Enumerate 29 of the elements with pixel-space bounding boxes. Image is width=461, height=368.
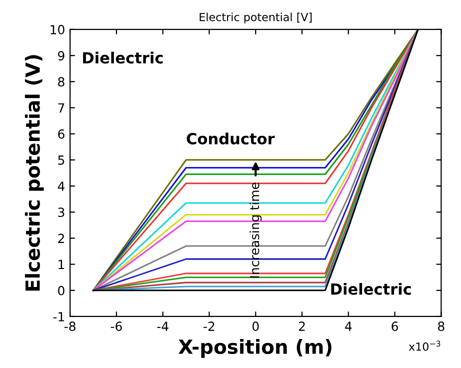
x-tick-label: -8	[64, 322, 76, 332]
x-tick-label: 8	[438, 322, 444, 332]
y-tick-label: 9	[58, 51, 64, 60]
x-tick-label: 0	[252, 322, 259, 332]
annotation: Conductor	[186, 132, 275, 144]
x-tick-label: 2	[298, 322, 305, 331]
y-tick-label: 4	[58, 182, 65, 191]
x-tick-label: -6	[110, 322, 122, 332]
y-tick-label: 2	[58, 234, 64, 243]
y-tick-label: -1	[53, 312, 64, 322]
x-tick-label: 4	[345, 322, 352, 331]
annotation: Dielectric	[331, 282, 411, 295]
annotation: Increasing time	[250, 182, 262, 278]
chart-title: Electric potential [V]	[200, 12, 312, 24]
y-tick-label: 0	[58, 286, 64, 296]
y-tick-label: 7	[58, 103, 64, 112]
y-tick-label: 3	[58, 208, 64, 218]
y-tick-label: 8	[58, 77, 64, 87]
x-tick-label: -2	[204, 322, 214, 331]
annotation: Dielectric	[83, 52, 163, 64]
y-tick-label: 10	[50, 24, 64, 34]
y-axis-title: Elcectric potential (V)	[24, 55, 44, 291]
y-tick-label: 1	[58, 260, 64, 270]
y-tick-label: 5	[58, 156, 64, 165]
y-tick-label: 6	[58, 129, 64, 139]
x-tick-label: 6	[392, 322, 398, 332]
x-tick-label: -4	[157, 322, 168, 331]
text: x10$^{−3}$	[408, 340, 440, 351]
x-axis-title: X-position (m)	[178, 338, 332, 358]
